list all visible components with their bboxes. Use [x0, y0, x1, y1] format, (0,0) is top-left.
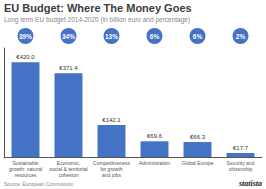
svg-text:statista: statista [238, 179, 262, 188]
svg-text:EU Budget: Where The Money Goe: EU Budget: Where The Money Goes [4, 2, 192, 14]
svg-text:social & territorial: social & territorial [49, 166, 88, 172]
svg-text:€69.6: €69.6 [147, 133, 163, 139]
svg-text:€420.0: €420.0 [16, 54, 35, 60]
svg-text:Administration: Administration [139, 160, 171, 166]
svg-text:€142.1: €142.1 [102, 117, 121, 123]
svg-text:Competitiveness: Competitiveness [93, 160, 130, 166]
svg-text:6%: 6% [193, 33, 203, 40]
svg-text:citizenship: citizenship [229, 166, 253, 172]
svg-text:€17.7: €17.7 [233, 145, 249, 151]
svg-text:€66.3: €66.3 [190, 134, 206, 140]
svg-text:Sustainable: Sustainable [12, 160, 39, 166]
svg-text:Global Europe: Global Europe [182, 160, 214, 166]
svg-text:€371.4: €371.4 [59, 65, 78, 71]
svg-text:39%: 39% [19, 33, 32, 40]
svg-text:2%: 2% [236, 33, 246, 40]
svg-text:resources: resources [15, 172, 37, 178]
svg-text:34%: 34% [62, 33, 75, 40]
svg-text:Security and: Security and [226, 160, 255, 166]
svg-text:6%: 6% [150, 33, 160, 40]
svg-text:Economic,: Economic, [56, 160, 81, 166]
svg-text:13%: 13% [105, 33, 118, 40]
svg-text:and jobs: and jobs [102, 172, 121, 178]
svg-text:cohesion: cohesion [58, 172, 78, 178]
svg-text:Source: European Commission: Source: European Commission [4, 181, 73, 187]
svg-text:for growth: for growth [100, 166, 123, 172]
svg-text:Long term EU budget 2014-2020: Long term EU budget 2014-2020 (in billio… [4, 16, 190, 24]
svg-text:growth: natural: growth: natural [9, 166, 42, 172]
